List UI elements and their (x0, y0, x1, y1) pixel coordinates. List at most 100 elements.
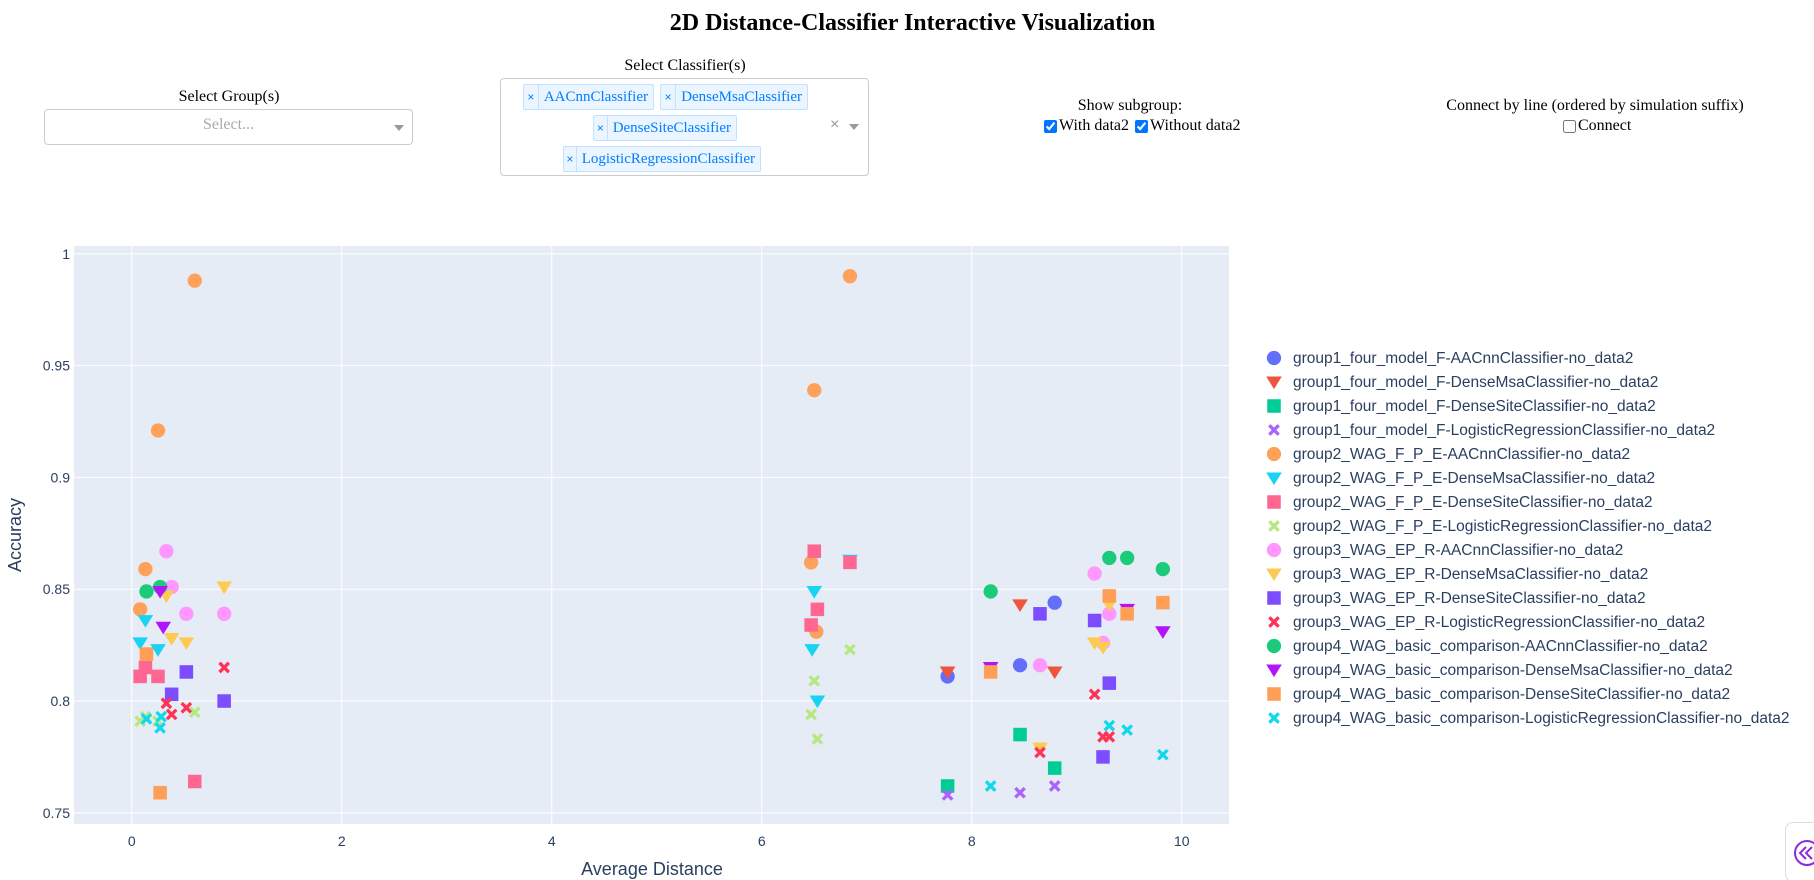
tag-remove-icon[interactable]: × (524, 85, 539, 109)
legend-marker (1266, 446, 1282, 462)
data-point (1095, 635, 1111, 651)
with-data2-label: With data2 (1059, 117, 1129, 134)
data-point (153, 785, 167, 800)
data-point (1014, 786, 1026, 799)
connect-checkbox[interactable] (1563, 119, 1576, 133)
data-point (187, 774, 202, 789)
data-point (810, 602, 825, 617)
data-point (1102, 676, 1117, 690)
legend-marker (1268, 520, 1280, 532)
y-tick-label: 0.75 (43, 805, 70, 821)
plot-area (74, 246, 1229, 824)
data-point (188, 706, 201, 719)
data-points (132, 269, 1171, 801)
connect-option-label: Connect (1578, 117, 1632, 134)
data-point (1155, 561, 1170, 577)
y-axis-title: Accuracy (5, 498, 25, 572)
legend-entry: group1_four_model_F-AACnnClassifier-no_d… (1293, 350, 1633, 367)
classifier-tag: × DenseSiteClassifier (593, 115, 737, 141)
data-point (1087, 566, 1102, 581)
data-point (984, 780, 997, 792)
without-data2-option[interactable]: Without data2 (1135, 117, 1240, 135)
classifier-tag: × LogisticRegressionClassifier (563, 146, 761, 172)
data-point (1013, 727, 1027, 742)
without-data2-checkbox[interactable] (1135, 119, 1148, 133)
data-point (1102, 589, 1117, 603)
data-point (1102, 550, 1117, 566)
classifier-select[interactable]: × AACnnClassifier × DenseMsaClassifier ×… (500, 78, 869, 176)
tag-remove-icon[interactable]: × (594, 116, 608, 140)
without-data2-label: Without data2 (1150, 117, 1241, 134)
tag-remove-icon[interactable]: × (661, 85, 677, 109)
data-point (179, 606, 194, 621)
data-point (808, 675, 821, 687)
legend-marker (1266, 664, 1282, 678)
data-point (154, 722, 166, 734)
data-point (1103, 730, 1116, 743)
axis-ticks: 0 2 4 6 8 10 0.75 0.8 0.85 0.9 0.95 1 (43, 246, 1190, 849)
data-point (133, 669, 147, 684)
legend-entry: group3_WAG_EP_R-DenseMsaClassifier-no_da… (1293, 566, 1648, 583)
subgroup-label: Show subgroup: (1077, 97, 1183, 114)
legend-marker (1267, 399, 1281, 413)
data-point (217, 606, 232, 621)
group-select-label: Select Group(s) (178, 88, 280, 105)
legend-marker (1267, 687, 1281, 701)
chevron-down-icon[interactable] (849, 124, 859, 130)
legend-entry: group3_WAG_EP_R-DenseSiteClassifier-no_d… (1293, 590, 1646, 607)
legend-marker (1266, 568, 1282, 582)
legend-marker (1266, 472, 1282, 486)
classifier-tag-label: LogisticRegressionClassifier (581, 150, 755, 167)
with-data2-option[interactable]: With data2 (1044, 117, 1129, 135)
with-data2-checkbox[interactable] (1044, 119, 1057, 133)
data-point (1047, 595, 1062, 610)
data-point (218, 661, 230, 674)
legend-entry: group4_WAG_basic_comparison-LogisticRegr… (1293, 710, 1790, 727)
data-point (1032, 742, 1048, 756)
chevron-down-icon[interactable] (394, 125, 404, 131)
data-point (187, 273, 202, 288)
data-point (155, 621, 172, 635)
side-panel-toggle-button[interactable] (1785, 822, 1814, 880)
data-point (1034, 746, 1046, 759)
data-point (1120, 607, 1134, 621)
data-point (1102, 606, 1117, 621)
x-tick-label: 0 (128, 833, 136, 849)
data-point (152, 579, 168, 595)
legend-entry: group2_WAG_F_P_E-LogisticRegressionClass… (1293, 518, 1712, 535)
x-axis-title: Average Distance (581, 859, 723, 879)
data-point (138, 660, 153, 675)
x-tick-label: 2 (338, 833, 346, 849)
legend-marker (1268, 712, 1280, 724)
chart-legend: group1_four_model_F-AACnnClassifier-no_d… (1266, 350, 1790, 727)
data-point (1048, 780, 1061, 792)
data-point (811, 733, 824, 745)
data-point (807, 544, 822, 558)
y-tick-label: 0.95 (43, 358, 70, 374)
page-title: 2D Distance-Classifier Interactive Visua… (669, 10, 1156, 36)
group-select-placeholder: Select... (202, 116, 255, 133)
data-point (982, 662, 999, 675)
connect-option[interactable]: Connect (1563, 117, 1631, 135)
data-point (805, 708, 817, 721)
connect-label: Connect by line (ordered by simulation s… (1446, 97, 1744, 114)
data-point (150, 423, 166, 438)
data-point (803, 555, 819, 570)
data-point (842, 554, 858, 568)
group-select[interactable]: Select... (44, 109, 413, 145)
data-point (939, 666, 956, 680)
data-point (163, 632, 180, 646)
data-point (1033, 607, 1047, 621)
data-point (1087, 613, 1102, 628)
data-point (159, 544, 174, 559)
data-point (151, 669, 165, 684)
data-point (1012, 658, 1028, 673)
clear-icon[interactable]: × (830, 116, 840, 133)
legend-entry: group1_four_model_F-LogisticRegressionCl… (1293, 422, 1715, 439)
data-point (132, 637, 148, 651)
x-tick-label: 6 (758, 833, 766, 849)
tag-remove-icon[interactable]: × (564, 147, 577, 171)
legend-marker (1268, 616, 1280, 628)
data-point (1095, 641, 1111, 655)
data-point (217, 694, 231, 708)
